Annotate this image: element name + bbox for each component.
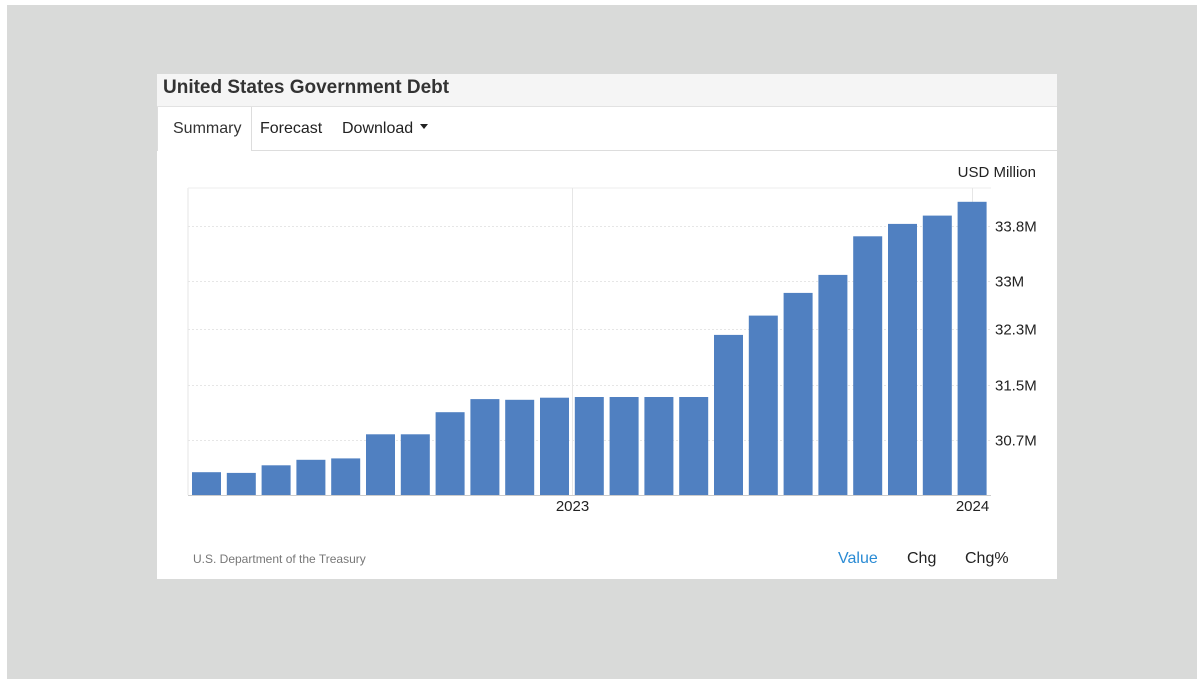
- x-tick-label: 2023: [556, 498, 589, 515]
- debt-bar[interactable]: [922, 215, 952, 495]
- x-tick-layer: 2023 2024: [556, 498, 989, 515]
- debt-bar[interactable]: [644, 397, 674, 495]
- debt-bar[interactable]: [470, 399, 500, 495]
- debt-bar[interactable]: [574, 397, 604, 495]
- tab-download[interactable]: Download: [342, 107, 429, 150]
- y-tick-label: 32.3M: [995, 322, 1037, 339]
- tab-summary[interactable]: Summary: [157, 107, 253, 151]
- tab-download-label: Download: [342, 120, 414, 137]
- card-header: United States Government Debt: [157, 74, 1057, 107]
- source-label: U.S. Department of the Treasury: [193, 552, 366, 566]
- debt-bar[interactable]: [714, 334, 743, 495]
- debt-bar[interactable]: [818, 274, 848, 495]
- debt-bar[interactable]: [540, 397, 569, 495]
- y-tick-label: 30.7M: [995, 433, 1037, 450]
- value-button[interactable]: Value: [838, 550, 878, 567]
- debt-bar[interactable]: [679, 397, 709, 495]
- unit-label: USD Million: [958, 164, 1036, 181]
- debt-bar[interactable]: [435, 412, 465, 495]
- chg-percent-button[interactable]: Chg%: [965, 550, 1009, 567]
- debt-bar[interactable]: [783, 292, 813, 495]
- debt-bar-chart: USD Million 30.7M 31.5M 32.3M 33M 33.8M 2023…: [187, 164, 1037, 515]
- debt-bar[interactable]: [400, 434, 430, 495]
- page-title: United States Government Debt: [163, 77, 450, 98]
- y-tick-label: 33.8M: [995, 219, 1037, 236]
- debt-bar[interactable]: [957, 201, 987, 496]
- chg-button[interactable]: Chg: [907, 550, 937, 567]
- debt-bar[interactable]: [261, 465, 291, 495]
- debt-bar[interactable]: [609, 397, 639, 495]
- tab-bar: Summary Forecast Download: [157, 107, 1057, 151]
- y-tick-label: 31.5M: [995, 378, 1037, 395]
- y-tick-layer: 30.7M 31.5M 32.3M 33M 33.8M: [995, 219, 1037, 450]
- debt-bar[interactable]: [331, 458, 361, 495]
- chart-card: United States Government Debt Summary Fo…: [157, 74, 1057, 579]
- x-tick-label: 2024: [956, 498, 989, 515]
- debt-bar[interactable]: [366, 434, 395, 495]
- debt-bar[interactable]: [296, 459, 326, 495]
- bar-layer: [192, 201, 987, 496]
- debt-bar[interactable]: [192, 472, 221, 495]
- tab-forecast[interactable]: Forecast: [260, 120, 323, 137]
- debt-bar[interactable]: [888, 223, 917, 495]
- y-tick-label: 33M: [995, 274, 1024, 291]
- debt-bar[interactable]: [853, 236, 883, 496]
- debt-bar[interactable]: [505, 399, 535, 495]
- debt-bar[interactable]: [226, 472, 256, 495]
- caret-down-icon: [420, 124, 429, 130]
- debt-bar[interactable]: [748, 315, 778, 495]
